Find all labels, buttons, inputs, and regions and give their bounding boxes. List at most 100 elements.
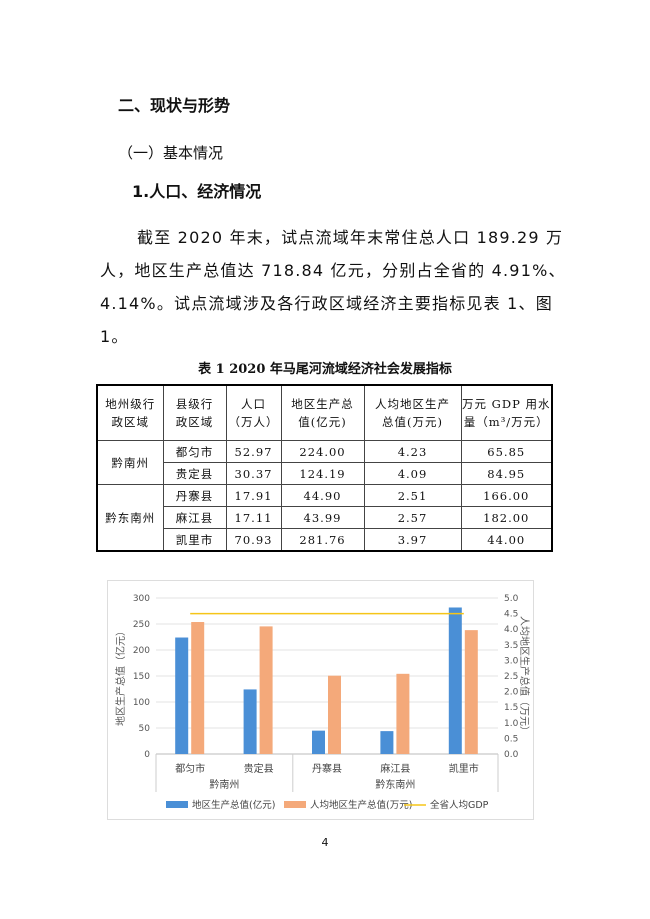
y-tick-label: 0 xyxy=(144,750,150,760)
y2-tick-label: 4.0 xyxy=(504,625,519,635)
bar-gdp xyxy=(380,731,394,754)
paragraph-line: 截至 2020 年末，试点流域年末常住总人口 189.29 万 xyxy=(137,228,564,247)
paragraph-line: 1。 xyxy=(100,327,129,346)
y2-tick-label: 2.5 xyxy=(504,672,518,682)
legend-label: 全省人均GDP xyxy=(430,799,489,811)
header-text: （万人） xyxy=(228,415,279,429)
bar-gdp xyxy=(312,730,325,754)
table-row: 黔南州 都匀市 52.97 224.00 4.23 65.85 xyxy=(96,440,553,485)
gdp-chart: 0 50 100 150 200 250 300 0.0 0.5 1.0 1.5 2.0 2.5 3.0 3… xyxy=(107,580,534,820)
paragraph-line: 人，地区生产总值达 718.84 亿元，分别占全省的 4.91%、 xyxy=(100,261,566,280)
y-tick-label: 200 xyxy=(133,646,150,656)
subsubsection-heading: 1.人口、经济情况 xyxy=(132,182,262,201)
category-label: 麻江县 xyxy=(380,762,410,775)
table-row: 黔东南州 丹寨县 17.91 44.90 2.51 166.00 xyxy=(96,484,553,552)
table-cell: 52.97 xyxy=(225,440,282,463)
bar-gdp xyxy=(175,637,189,754)
legend-swatch xyxy=(284,801,306,808)
section-heading: 二、现状与形势 xyxy=(118,96,231,115)
table-cell: 30.37 xyxy=(225,462,282,485)
table-cell: 124.19 xyxy=(280,462,365,485)
y-tick-label: 100 xyxy=(133,698,150,708)
table-cell: 65.85 xyxy=(460,440,553,463)
prefecture-cell: 黔南州 xyxy=(96,440,164,485)
y2-tick-label: 1.0 xyxy=(504,719,519,729)
y-tick-label: 250 xyxy=(133,620,150,630)
table-cell: 4.09 xyxy=(363,462,462,485)
y-axis-title: 地区生产总值（亿元） xyxy=(114,626,127,726)
header-text: 地州级行 xyxy=(105,397,156,411)
table-caption: 表 1 2020 年马尾河流域经济社会发展指标 xyxy=(198,362,452,377)
bar-gdp-per-capita xyxy=(191,622,205,754)
y2-tick-label: 0.0 xyxy=(504,750,519,760)
category-label: 丹寨县 xyxy=(312,762,342,775)
table-cell: 84.95 xyxy=(460,462,553,485)
table-cell: 44.00 xyxy=(460,528,553,552)
category-label: 贵定县 xyxy=(244,762,274,775)
y2-tick-label: 4.5 xyxy=(504,610,518,620)
table-row: 贵定县 30.37 124.19 4.09 84.95 xyxy=(97,462,553,485)
table-cell: 17.11 xyxy=(225,506,282,529)
table-cell: 166.00 xyxy=(460,484,553,507)
bar-gdp xyxy=(448,607,462,754)
header-text: 量（m³/万元） xyxy=(463,415,549,429)
column-header: 人口 （万人） xyxy=(225,384,282,441)
table-cell: 43.99 xyxy=(280,506,365,529)
legend-swatch xyxy=(166,801,188,808)
y-tick-label: 150 xyxy=(133,672,150,682)
bar-gdp-per-capita xyxy=(259,626,273,754)
table-cell: 224.00 xyxy=(280,440,365,463)
y-tick-label: 50 xyxy=(139,724,151,734)
bar-gdp-per-capita xyxy=(328,675,341,754)
header-text: 政区域 xyxy=(175,415,214,429)
table-cell: 麻江县 xyxy=(162,506,227,529)
y2-axis-title: 人均地区生产总值（万元） xyxy=(518,616,531,736)
table-row: 凯里市 70.93 281.76 3.97 44.00 xyxy=(97,528,553,552)
subsection-heading: （一）基本情况 xyxy=(118,144,224,162)
prefecture-cell: 黔东南州 xyxy=(96,484,164,552)
header-text: 县级行 xyxy=(175,397,214,411)
page-number: 4 xyxy=(321,836,329,849)
group-label: 黔南州 xyxy=(209,778,239,791)
y2-tick-label: 3.0 xyxy=(504,656,519,666)
header-text: 人均地区生产 xyxy=(375,397,450,411)
table-cell: 2.51 xyxy=(363,484,462,507)
bar-gdp-per-capita xyxy=(396,673,410,754)
group-label: 黔东南州 xyxy=(375,778,415,791)
y-tick-label: 300 xyxy=(133,594,150,604)
paragraph-line: 4.14%。试点流域涉及各行政区域经济主要指标见表 1、图 xyxy=(100,294,553,313)
table-cell: 3.97 xyxy=(363,528,462,552)
table-row: 麻江县 17.11 43.99 2.57 182.00 xyxy=(97,506,553,529)
column-header: 县级行 政区域 xyxy=(162,384,227,441)
table-cell: 182.00 xyxy=(460,506,553,529)
y2-tick-label: 5.0 xyxy=(504,594,519,604)
legend-label: 地区生产总值(亿元) xyxy=(192,799,275,811)
header-text: 值(亿元) xyxy=(298,415,347,429)
table-cell: 281.76 xyxy=(280,528,365,552)
y2-tick-label: 0.5 xyxy=(504,734,518,744)
y2-tick-label: 3.5 xyxy=(504,641,518,651)
column-header: 地州级行 政区域 xyxy=(96,384,164,441)
indicator-table: 地州级行 政区域 县级行 政区域 人口 （万人） 地区生产总 值(亿元) 人均地区生产 总值(万元… xyxy=(96,384,553,552)
table-cell: 70.93 xyxy=(225,528,282,552)
category-label: 都匀市 xyxy=(175,762,205,775)
table-cell: 2.57 xyxy=(363,506,462,529)
table-cell: 4.23 xyxy=(363,440,462,463)
table-cell: 凯里市 xyxy=(162,528,227,552)
table-cell: 17.91 xyxy=(225,484,282,507)
bar-gdp xyxy=(243,689,257,754)
header-text: 地区生产总 xyxy=(291,397,354,411)
table-header-row: 地州级行 政区域 县级行 政区域 人口 （万人） 地区生产总 值(亿元) 人均地区生产 总值(万元… xyxy=(96,384,553,441)
header-text: 万元 GDP 用水 xyxy=(462,397,551,411)
column-header: 地区生产总值(亿元) xyxy=(280,384,365,441)
table-cell: 44.90 xyxy=(280,484,365,507)
bar-gdp-per-capita xyxy=(464,630,478,754)
legend-label: 人均地区生产总值(万元) xyxy=(310,799,412,811)
category-label: 凯里市 xyxy=(449,762,479,775)
table-cell: 贵定县 xyxy=(162,462,227,485)
y2-tick-label: 2.0 xyxy=(504,688,519,698)
table-cell: 都匀市 xyxy=(162,440,227,463)
header-text: 总值(万元) xyxy=(382,415,443,429)
y2-tick-label: 1.5 xyxy=(504,703,518,713)
